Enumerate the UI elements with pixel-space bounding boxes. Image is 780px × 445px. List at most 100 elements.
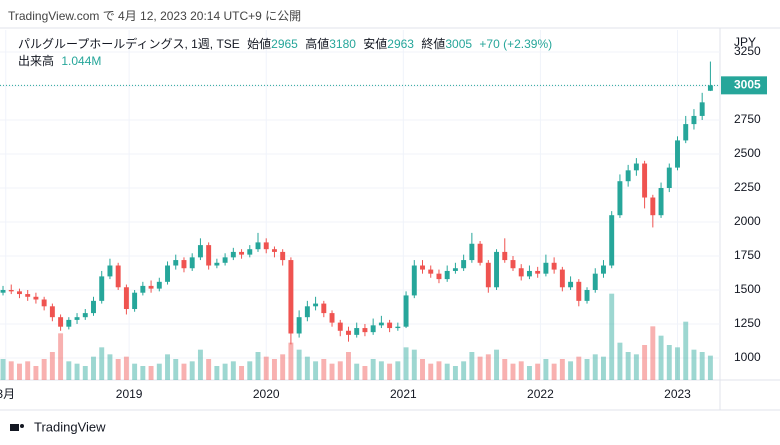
candle-body xyxy=(16,291,22,295)
candle-body xyxy=(247,249,253,255)
volume-bar xyxy=(370,359,376,380)
volume-bar xyxy=(337,361,343,380)
volume-bar xyxy=(510,363,516,380)
plot xyxy=(0,30,720,380)
candle-body xyxy=(74,317,80,320)
candle-body xyxy=(140,285,146,293)
candle-body xyxy=(123,287,129,310)
volume-bar xyxy=(502,359,508,380)
volume-bar xyxy=(115,359,121,380)
candle-body xyxy=(683,124,689,141)
candle-body xyxy=(666,167,672,189)
candle-body xyxy=(551,262,557,270)
volume-bar xyxy=(82,366,88,380)
candle-body xyxy=(206,245,212,266)
volume-bar xyxy=(452,366,458,380)
volume-bar xyxy=(675,347,680,380)
volume-bar xyxy=(420,359,425,380)
candle-body xyxy=(469,243,475,261)
candle-body xyxy=(222,257,228,263)
candle-body xyxy=(502,251,508,261)
volume-bar xyxy=(436,361,442,380)
x-tick-label: 2023 xyxy=(664,387,691,401)
y-tick-label: 3250 xyxy=(734,44,761,58)
volume-bar xyxy=(346,352,351,380)
candle-body xyxy=(428,269,434,274)
candle-body xyxy=(66,319,72,327)
candle-body xyxy=(33,296,39,300)
volume-bar xyxy=(247,361,253,380)
volume-bar xyxy=(288,342,294,380)
volume-bar xyxy=(576,356,582,380)
volume-value: 1.044M xyxy=(61,54,102,68)
candle-body xyxy=(296,317,302,334)
volume-bar xyxy=(477,356,483,380)
volume-bar xyxy=(206,359,212,380)
y-tick-label: 2000 xyxy=(734,214,761,228)
candle-body xyxy=(675,140,680,168)
candle-body xyxy=(362,328,368,333)
volume-bar xyxy=(362,366,368,380)
candle-body xyxy=(444,270,450,280)
candle-body xyxy=(411,265,417,296)
candle-body xyxy=(370,325,376,333)
volume-bar xyxy=(107,354,113,380)
volume-bar xyxy=(173,359,179,380)
x-tick-label: 3月 xyxy=(0,387,15,401)
candle-body xyxy=(107,265,113,277)
candle-body xyxy=(650,197,656,216)
volume-bar xyxy=(403,347,409,380)
y-tick-label: 2250 xyxy=(734,180,761,194)
ohlc-value: 3005 xyxy=(445,37,473,51)
volume-bar xyxy=(230,361,236,380)
brand-logo xyxy=(10,424,24,431)
volume-bar xyxy=(543,359,549,380)
y-tick-label: 1000 xyxy=(734,350,761,364)
volume-bar xyxy=(91,356,96,380)
candle-body xyxy=(197,245,203,258)
volume-bar xyxy=(329,363,335,380)
candle-body xyxy=(91,300,96,314)
volume-bar xyxy=(280,354,286,380)
candle-body xyxy=(617,181,623,216)
candle-body xyxy=(387,322,393,329)
volume-bar xyxy=(584,359,590,380)
candle-body xyxy=(329,313,335,323)
volume-bar xyxy=(313,361,319,380)
candle-body xyxy=(8,289,14,292)
candle-body xyxy=(485,262,491,288)
volume-bar xyxy=(16,363,22,380)
candle-body xyxy=(49,306,55,318)
volume-bar xyxy=(140,366,146,380)
y-tick-label: 2500 xyxy=(734,146,761,160)
candle-body xyxy=(601,265,606,274)
volume-bar xyxy=(66,361,72,380)
candle-body xyxy=(148,285,154,289)
volume-bar xyxy=(658,335,664,380)
candle-body xyxy=(0,289,6,293)
candle-body xyxy=(255,242,261,250)
candle-body xyxy=(436,273,442,280)
candle-body xyxy=(288,260,294,334)
volume-bar xyxy=(214,366,220,380)
volume-bar xyxy=(148,366,154,380)
volume-bar xyxy=(181,363,187,380)
volume-bar xyxy=(49,352,55,380)
volume-bar xyxy=(592,354,598,380)
volume-bar xyxy=(568,361,574,380)
currency: JPY xyxy=(734,35,757,49)
volume-bar xyxy=(296,349,302,380)
candle-body xyxy=(625,170,631,182)
candle-body xyxy=(403,295,409,327)
x-tick-label: 2022 xyxy=(527,387,554,401)
volume-bar xyxy=(0,359,6,380)
volume-bar xyxy=(271,359,277,380)
ohlc-value: 2965 xyxy=(271,37,298,51)
volume-bar xyxy=(642,345,648,380)
candle-body xyxy=(263,242,269,250)
volume-bar xyxy=(123,356,129,380)
candle-body xyxy=(346,330,351,335)
volume-bar xyxy=(58,333,64,380)
published: TradingView.com で 4月 12, 2023 20:14 UTC+… xyxy=(8,9,302,23)
volume-bar xyxy=(8,361,14,380)
